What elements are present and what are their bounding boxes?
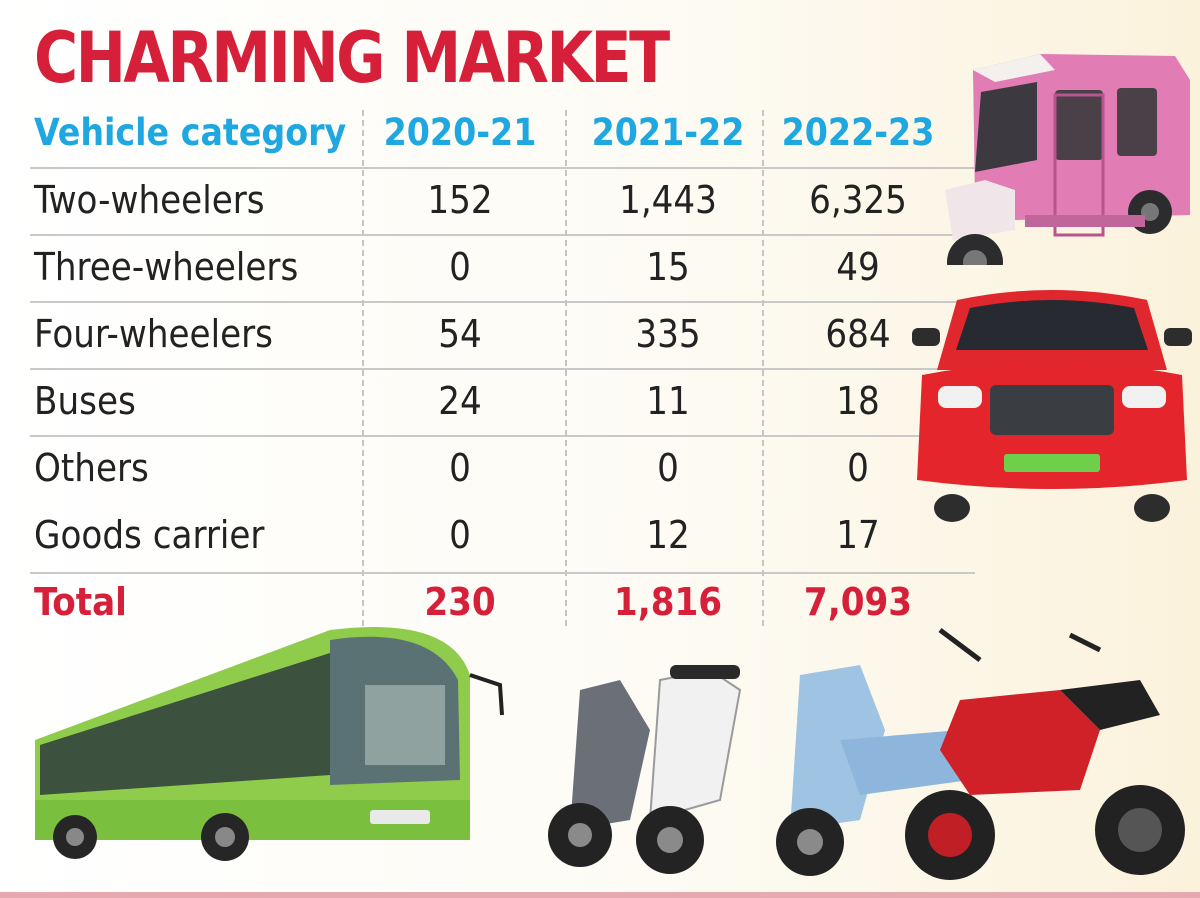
table-cell: 17 [836,513,880,557]
table-cell: 335 [635,312,701,356]
column-header-category: Vehicle category [34,111,347,154]
table-cell: 684 [825,312,891,356]
total-label: Total [34,580,127,624]
column-header-2021-22: 2021-22 [591,111,745,154]
electric-bus-illustration [35,627,504,861]
table-cell: 0 [449,245,471,289]
table-cell: 11 [646,379,690,423]
table-cell: 0 [847,446,869,490]
row-divider [30,301,975,303]
column-header-2020-21: 2020-21 [383,111,537,154]
row-divider [30,234,975,236]
auto-rickshaw-illustration [945,54,1190,265]
table-cell: 18 [836,379,880,423]
row-divider [30,167,975,169]
total-cell: 1,816 [613,580,723,624]
column-divider [762,110,764,626]
table-cell: 15 [646,245,690,289]
table-cell: 49 [836,245,880,289]
electric-car-illustration [912,290,1192,522]
table-cell: 0 [449,446,471,490]
row-label: Buses [34,379,136,423]
total-cell: 7,093 [803,580,913,624]
table-cell: 0 [449,513,471,557]
table-cell: 54 [438,312,482,356]
row-divider [30,572,975,574]
bottom-rule [0,892,1200,898]
electric-scooters-illustration [548,628,1185,880]
row-divider [30,368,975,370]
row-divider [30,435,975,437]
page-title: CHARMING MARKET [34,17,670,99]
row-label: Two-wheelers [34,178,265,222]
table-cell: 1,443 [619,178,717,222]
row-label: Others [34,446,149,490]
table-cell: 12 [646,513,690,557]
row-label: Four-wheelers [34,312,273,356]
total-cell: 230 [424,580,496,624]
column-divider [362,110,364,626]
row-label: Goods carrier [34,513,265,557]
row-label: Three-wheelers [34,245,299,289]
column-header-2022-23: 2022-23 [781,111,935,154]
table-cell: 152 [427,178,493,222]
table-cell: 24 [438,379,482,423]
table-cell: 6,325 [809,178,907,222]
column-divider [565,110,567,626]
table-cell: 0 [657,446,679,490]
